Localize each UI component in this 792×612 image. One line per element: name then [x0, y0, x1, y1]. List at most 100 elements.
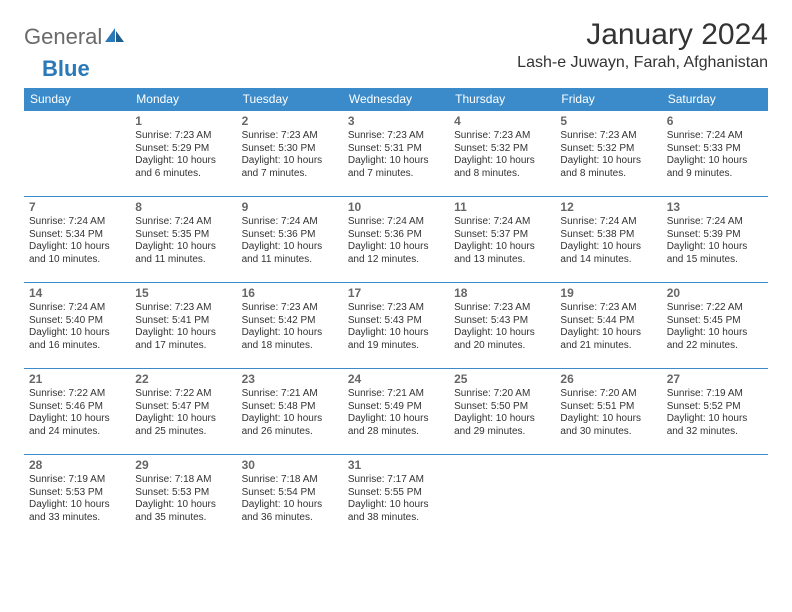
calendar-cell: 9Sunrise: 7:24 AMSunset: 5:36 PMDaylight… [237, 197, 343, 283]
calendar-cell: 28Sunrise: 7:19 AMSunset: 5:53 PMDayligh… [24, 455, 130, 541]
sunset-line: Sunset: 5:30 PM [242, 143, 338, 156]
calendar-cell: 23Sunrise: 7:21 AMSunset: 5:48 PMDayligh… [237, 369, 343, 455]
calendar-cell: 2Sunrise: 7:23 AMSunset: 5:30 PMDaylight… [237, 111, 343, 197]
sunrise-line: Sunrise: 7:24 AM [348, 216, 444, 229]
daylight-line: Daylight: 10 hours and 29 minutes. [454, 413, 550, 438]
sunset-line: Sunset: 5:29 PM [135, 143, 231, 156]
calendar-cell: 18Sunrise: 7:23 AMSunset: 5:43 PMDayligh… [449, 283, 555, 369]
daylight-line: Daylight: 10 hours and 20 minutes. [454, 327, 550, 352]
sunrise-line: Sunrise: 7:24 AM [667, 130, 763, 143]
sunrise-line: Sunrise: 7:24 AM [29, 216, 125, 229]
daylight-line: Daylight: 10 hours and 10 minutes. [29, 241, 125, 266]
daylight-line: Daylight: 10 hours and 7 minutes. [348, 155, 444, 180]
sunrise-line: Sunrise: 7:20 AM [560, 388, 656, 401]
daylight-line: Daylight: 10 hours and 11 minutes. [135, 241, 231, 266]
day-header-row: SundayMondayTuesdayWednesdayThursdayFrid… [24, 88, 768, 111]
day-number: 30 [242, 458, 338, 473]
sunrise-line: Sunrise: 7:19 AM [667, 388, 763, 401]
day-number: 28 [29, 458, 125, 473]
calendar-cell: 24Sunrise: 7:21 AMSunset: 5:49 PMDayligh… [343, 369, 449, 455]
title-block: January 2024 Lash-e Juwayn, Farah, Afgha… [517, 18, 768, 72]
daylight-line: Daylight: 10 hours and 15 minutes. [667, 241, 763, 266]
sunrise-line: Sunrise: 7:23 AM [560, 130, 656, 143]
day-number: 27 [667, 372, 763, 387]
sunset-line: Sunset: 5:55 PM [348, 487, 444, 500]
sunrise-line: Sunrise: 7:22 AM [29, 388, 125, 401]
sunset-line: Sunset: 5:53 PM [135, 487, 231, 500]
day-number: 22 [135, 372, 231, 387]
calendar-cell: 6Sunrise: 7:24 AMSunset: 5:33 PMDaylight… [662, 111, 768, 197]
daylight-line: Daylight: 10 hours and 28 minutes. [348, 413, 444, 438]
sunrise-line: Sunrise: 7:24 AM [454, 216, 550, 229]
day-number: 21 [29, 372, 125, 387]
calendar-cell: 5Sunrise: 7:23 AMSunset: 5:32 PMDaylight… [555, 111, 661, 197]
daylight-line: Daylight: 10 hours and 24 minutes. [29, 413, 125, 438]
calendar-week: 28Sunrise: 7:19 AM Sunset: 5:53 PM Dayligh… [24, 455, 768, 541]
calendar-cell [24, 111, 130, 197]
sunset-line: Sunset: 5:50 PM [454, 401, 550, 414]
sunrise-line: Sunrise: 7:20 AM [454, 388, 550, 401]
day-number: 3 [348, 114, 444, 129]
calendar-cell: 21Sunrise: 7:22 AMSunset: 5:46 PMDayligh… [24, 369, 130, 455]
calendar-cell: 11Sunrise: 7:24 AMSunset: 5:37 PMDayligh… [449, 197, 555, 283]
daylight-line: Daylight: 10 hours and 26 minutes. [242, 413, 338, 438]
sunset-line: Sunset: 5:48 PM [242, 401, 338, 414]
daylight-line: Daylight: 10 hours and 36 minutes. [242, 499, 338, 524]
sunrise-line: Sunrise: 7:22 AM [667, 302, 763, 315]
daylight-line: Daylight: 10 hours and 32 minutes. [667, 413, 763, 438]
calendar-cell: 20Sunrise: 7:22 AMSunset: 5:45 PMDayligh… [662, 283, 768, 369]
day-number: 12 [560, 200, 656, 215]
calendar-cell: 13Sunrise: 7:24 AMSunset: 5:39 PMDayligh… [662, 197, 768, 283]
day-header: Wednesday [343, 88, 449, 111]
daylight-line: Daylight: 10 hours and 9 minutes. [667, 155, 763, 180]
sunrise-line: Sunrise: 7:23 AM [135, 302, 231, 315]
day-number: 31 [348, 458, 444, 473]
sunrise-line: Sunrise: 7:18 AM [242, 474, 338, 487]
day-number: 10 [348, 200, 444, 215]
daylight-line: Daylight: 10 hours and 11 minutes. [242, 241, 338, 266]
sunrise-line: Sunrise: 7:19 AM [29, 474, 125, 487]
day-number: 26 [560, 372, 656, 387]
sunset-line: Sunset: 5:36 PM [242, 229, 338, 242]
calendar-cell: 25Sunrise: 7:20 AMSunset: 5:50 PMDayligh… [449, 369, 555, 455]
sunset-line: Sunset: 5:31 PM [348, 143, 444, 156]
calendar-head: SundayMondayTuesdayWednesdayThursdayFrid… [24, 88, 768, 111]
day-number: 20 [667, 286, 763, 301]
sunrise-line: Sunrise: 7:17 AM [348, 474, 444, 487]
location: Lash-e Juwayn, Farah, Afghanistan [517, 54, 768, 72]
day-header: Saturday [662, 88, 768, 111]
sunset-line: Sunset: 5:39 PM [667, 229, 763, 242]
sunrise-line: Sunrise: 7:23 AM [135, 130, 231, 143]
day-number: 18 [454, 286, 550, 301]
daylight-line: Daylight: 10 hours and 13 minutes. [454, 241, 550, 266]
sunrise-line: Sunrise: 7:21 AM [242, 388, 338, 401]
sunrise-line: Sunrise: 7:23 AM [348, 130, 444, 143]
logo-sail-icon [105, 24, 125, 50]
day-number: 24 [348, 372, 444, 387]
calendar-week: 1Sunrise: 7:23 AMSunset: 5:29 PMDaylight… [24, 111, 768, 197]
sunset-line: Sunset: 5:44 PM [560, 315, 656, 328]
calendar-cell: 22Sunrise: 7:22 AMSunset: 5:47 PMDayligh… [130, 369, 236, 455]
daylight-line: Daylight: 10 hours and 25 minutes. [135, 413, 231, 438]
calendar-cell: 10Sunrise: 7:24 AMSunset: 5:36 PMDayligh… [343, 197, 449, 283]
month-title: January 2024 [517, 18, 768, 52]
calendar-cell: 1Sunrise: 7:23 AMSunset: 5:29 PMDaylight… [130, 111, 236, 197]
sunrise-line: Sunrise: 7:22 AM [135, 388, 231, 401]
daylight-line: Daylight: 10 hours and 12 minutes. [348, 241, 444, 266]
day-number: 17 [348, 286, 444, 301]
calendar-cell: 31Sunrise: 7:17 AMSunset: 5:55 PMDayligh… [343, 455, 449, 541]
daylight-line: Daylight: 10 hours and 17 minutes. [135, 327, 231, 352]
day-header: Friday [555, 88, 661, 111]
daylight-line: Daylight: 10 hours and 8 minutes. [454, 155, 550, 180]
day-number: 4 [454, 114, 550, 129]
sunset-line: Sunset: 5:41 PM [135, 315, 231, 328]
daylight-line: Daylight: 10 hours and 18 minutes. [242, 327, 338, 352]
sunset-line: Sunset: 5:35 PM [135, 229, 231, 242]
sunset-line: Sunset: 5:45 PM [667, 315, 763, 328]
sunrise-line: Sunrise: 7:23 AM [454, 130, 550, 143]
logo-word1: General [24, 24, 102, 50]
daylight-line: Daylight: 10 hours and 16 minutes. [29, 327, 125, 352]
day-header: Monday [130, 88, 236, 111]
sunset-line: Sunset: 5:32 PM [454, 143, 550, 156]
sunset-line: Sunset: 5:40 PM [29, 315, 125, 328]
